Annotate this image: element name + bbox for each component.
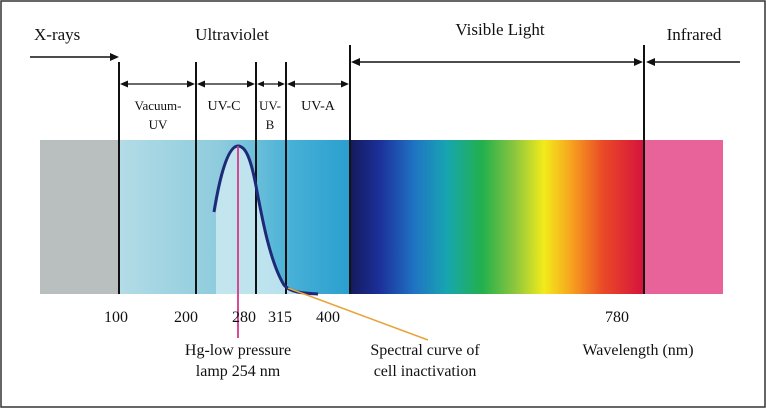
wavelength-axis-label: Wavelength (nm) (582, 342, 693, 359)
infrared-label: Infrared (667, 25, 722, 44)
tick-400: 400 (316, 309, 340, 326)
uvc-arrow-right (247, 80, 255, 88)
curve-label-line1: Spectral curve of (370, 342, 480, 359)
uvb-arrow-right (278, 81, 285, 87)
lamp-label-line1: Hg-low pressure (185, 342, 291, 359)
visible-band (350, 140, 644, 294)
tick-100: 100 (104, 309, 128, 326)
xray-arrow-head (110, 53, 119, 61)
visible-arrow-left-head (351, 58, 360, 66)
infrared-band (644, 140, 723, 294)
uva-label: UV-A (301, 99, 336, 114)
tick-780: 780 (605, 309, 629, 326)
vacuum-uv-arrow-right (187, 80, 195, 88)
tick-315: 315 (268, 309, 292, 326)
vacuum-uv-label-line2: UV (149, 117, 168, 132)
tick-280: 280 (232, 309, 256, 326)
infrared-arrow-head (646, 58, 655, 66)
visible-arrow-right-head (634, 58, 643, 66)
lamp-label-line2: lamp 254 nm (196, 363, 281, 380)
uvb-label-line2: B (266, 117, 275, 132)
uvb-arrow-left (257, 81, 264, 87)
uvc-label: UV-C (208, 99, 241, 114)
vacuum-uv-label-line1: Vacuum- (135, 98, 182, 113)
curve-pointer-line (287, 287, 429, 341)
vacuum-uv-arrow-left (120, 80, 128, 88)
tick-200: 200 (174, 309, 198, 326)
visible-light-label: Visible Light (455, 20, 544, 39)
xray-band (40, 140, 119, 294)
xrays-label: X-rays (34, 25, 80, 44)
curve-fill (216, 146, 300, 294)
curve-label-line2: cell inactivation (374, 363, 477, 380)
uva-arrow-right (341, 80, 349, 88)
ultraviolet-label: Ultraviolet (195, 25, 269, 44)
uvc-arrow-left (197, 80, 205, 88)
uvb-label-line1: UV- (259, 98, 281, 113)
uva-arrow-left (287, 80, 295, 88)
